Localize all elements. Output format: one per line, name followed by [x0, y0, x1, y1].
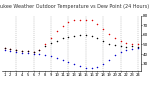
Point [44, 44, 46, 45]
Point [90, 35, 93, 37]
Point [55, 57, 58, 59]
Point [79, 19, 81, 20]
Point [55, 30, 58, 32]
Point [84, 34, 87, 36]
Point [90, 20, 93, 21]
Point [137, 47, 139, 48]
Point [50, 37, 52, 38]
Point [84, 19, 87, 20]
Point [125, 42, 128, 43]
Point [90, 68, 93, 69]
Point [38, 50, 41, 51]
Point [38, 53, 41, 55]
Point [15, 51, 17, 53]
Point [15, 50, 17, 51]
Point [119, 40, 122, 41]
Point [21, 50, 23, 52]
Point [3, 50, 6, 51]
Point [79, 65, 81, 66]
Point [44, 54, 46, 56]
Point [50, 42, 52, 43]
Point [108, 33, 110, 35]
Point [113, 54, 116, 56]
Point [67, 36, 70, 37]
Point [21, 50, 23, 52]
Point [50, 55, 52, 57]
Point [26, 52, 29, 54]
Point [3, 48, 6, 49]
Point [102, 28, 104, 30]
Point [9, 50, 12, 52]
Point [102, 63, 104, 64]
Point [32, 51, 35, 53]
Point [73, 35, 75, 37]
Point [73, 63, 75, 64]
Point [131, 43, 133, 44]
Point [119, 51, 122, 53]
Point [26, 50, 29, 52]
Point [102, 40, 104, 41]
Point [108, 59, 110, 61]
Point [21, 52, 23, 54]
Point [137, 48, 139, 49]
Point [26, 50, 29, 52]
Point [137, 44, 139, 45]
Point [9, 49, 12, 50]
Point [32, 51, 35, 53]
Point [38, 50, 41, 51]
Point [113, 37, 116, 38]
Point [3, 48, 6, 49]
Point [9, 49, 12, 50]
Point [96, 37, 99, 38]
Point [61, 59, 64, 61]
Point [131, 46, 133, 47]
Point [67, 22, 70, 23]
Point [15, 50, 17, 51]
Point [44, 46, 46, 47]
Point [131, 49, 133, 50]
Point [73, 20, 75, 21]
Point [32, 53, 35, 55]
Point [96, 66, 99, 67]
Text: Milwaukee Weather Outdoor Temperature vs Dew Point (24 Hours): Milwaukee Weather Outdoor Temperature vs… [0, 4, 149, 9]
Point [84, 67, 87, 68]
Point [61, 37, 64, 38]
Point [108, 43, 110, 44]
Point [55, 40, 58, 41]
Point [96, 24, 99, 25]
Point [119, 46, 122, 47]
Point [125, 50, 128, 51]
Point [79, 34, 81, 36]
Point [67, 61, 70, 62]
Point [125, 47, 128, 48]
Point [113, 45, 116, 46]
Point [61, 25, 64, 27]
